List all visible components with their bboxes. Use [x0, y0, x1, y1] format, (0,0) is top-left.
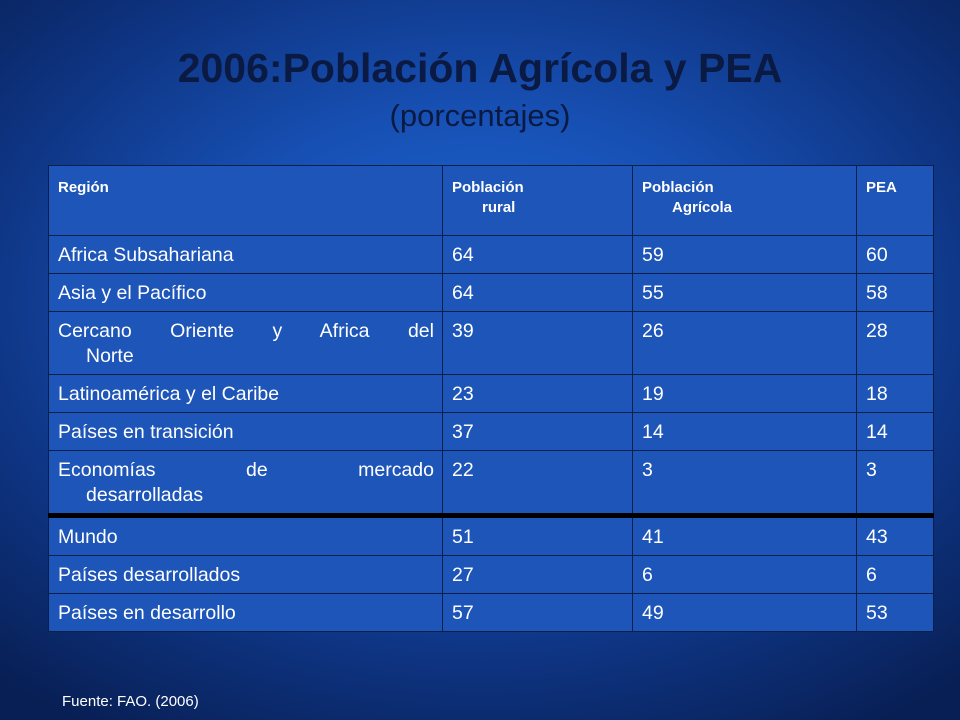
cell-region: Asia y el Pacífico: [48, 273, 443, 312]
header-label: PEA: [866, 179, 897, 196]
cell-pea: 6: [856, 555, 934, 594]
header-label: Población: [642, 179, 714, 196]
cell-region: Mundo: [48, 513, 443, 556]
cell-region: Países en desarrollo: [48, 593, 443, 632]
cell-rural: 51: [442, 513, 633, 556]
cell-agricola: 3: [632, 450, 857, 516]
cell-agricola: 14: [632, 412, 857, 451]
cell-pea: 18: [856, 374, 934, 413]
cell-agricola: 19: [632, 374, 857, 413]
cell-pea: 3: [856, 450, 934, 516]
table-row: Países en transición 37 14 14: [48, 412, 934, 451]
table-row: Economías de mercado desarrolladas 22 3 3: [48, 450, 934, 516]
cell-agricola: 26: [632, 311, 857, 375]
cell-region: Africa Subsahariana: [48, 235, 443, 274]
cell-region-line1: Economías de mercado: [58, 459, 434, 481]
cell-rural: 22: [442, 450, 633, 516]
table-row: Países en desarrollo 57 49 53: [48, 593, 934, 632]
cell-pea: 60: [856, 235, 934, 274]
cell-region: Países en transición: [48, 412, 443, 451]
cell-pea: 53: [856, 593, 934, 632]
cell-agricola: 6: [632, 555, 857, 594]
data-table: Región Población rural Población Agrícola …: [48, 165, 934, 632]
cell-region-line2: desarrolladas: [86, 484, 204, 506]
cell-region: Economías de mercado desarrolladas: [48, 450, 443, 516]
header-pea: PEA: [856, 165, 934, 236]
table-row: Latinoamérica y el Caribe 23 19 18: [48, 374, 934, 413]
cell-pea: 14: [856, 412, 934, 451]
cell-region: Cercano Oriente y Africa del Norte: [48, 311, 443, 375]
header-label-line2: rural: [482, 199, 516, 216]
cell-agricola: 49: [632, 593, 857, 632]
cell-region: Latinoamérica y el Caribe: [48, 374, 443, 413]
cell-pea: 58: [856, 273, 934, 312]
cell-region: Países desarrollados: [48, 555, 443, 594]
header-label-line2: Agrícola: [672, 199, 733, 216]
header-region: Región: [48, 165, 443, 236]
slide-title: 2006:Población Agrícola y PEA: [177, 45, 783, 91]
cell-rural: 37: [442, 412, 633, 451]
cell-agricola: 41: [632, 513, 857, 556]
header-poblacion-agricola: Población Agrícola: [632, 165, 857, 236]
cell-pea: 28: [856, 311, 934, 375]
slide-subtitle: (porcentajes): [389, 98, 571, 133]
header-label: Población: [452, 179, 524, 196]
header-label: Región: [58, 179, 109, 196]
cell-rural: 23: [442, 374, 633, 413]
cell-agricola: 59: [632, 235, 857, 274]
cell-agricola: 55: [632, 273, 857, 312]
table-row: Asia y el Pacífico 64 55 58: [48, 273, 934, 312]
table-row: Africa Subsahariana 64 59 60: [48, 235, 934, 274]
cell-rural: 64: [442, 273, 633, 312]
table-header-row: Región Población rural Población Agrícola …: [48, 165, 934, 236]
table-row: Cercano Oriente y Africa del Norte 39 26 …: [48, 311, 934, 375]
cell-rural: 27: [442, 555, 633, 594]
source-note: Fuente: FAO. (2006): [62, 693, 199, 710]
table-row: Países desarrollados 27 6 6: [48, 555, 934, 594]
table-row: Mundo 51 41 43: [48, 513, 934, 556]
cell-rural: 57: [442, 593, 633, 632]
cell-pea: 43: [856, 513, 934, 556]
cell-rural: 64: [442, 235, 633, 274]
cell-region-line2: Norte: [86, 345, 134, 367]
header-poblacion-rural: Población rural: [442, 165, 633, 236]
cell-rural: 39: [442, 311, 633, 375]
cell-region-line1: Cercano Oriente y Africa del: [58, 320, 434, 342]
